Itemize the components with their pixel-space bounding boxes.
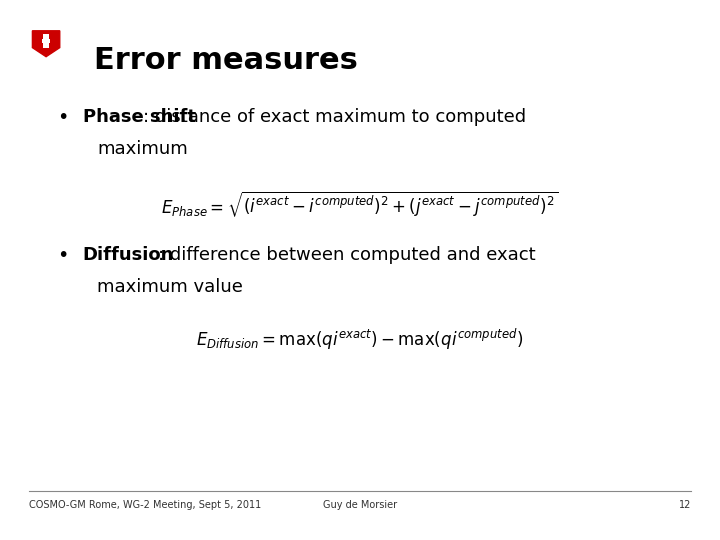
Bar <box>42 39 50 43</box>
Text: Guy de Morsier: Guy de Morsier <box>323 500 397 510</box>
Text: COSMO-GM Rome, WG-2 Meeting, Sept 5, 2011: COSMO-GM Rome, WG-2 Meeting, Sept 5, 201… <box>29 500 261 510</box>
Text: : difference between computed and exact: : difference between computed and exact <box>158 246 535 264</box>
Text: 12: 12 <box>679 500 691 510</box>
Text: maximum value: maximum value <box>97 278 243 296</box>
Bar <box>43 34 49 48</box>
Text: •: • <box>58 246 69 265</box>
Text: Diffusion: Diffusion <box>83 246 174 264</box>
Text: Error measures: Error measures <box>94 46 357 75</box>
Polygon shape <box>32 31 60 57</box>
Text: Phase shift: Phase shift <box>83 108 196 126</box>
Text: $E_{Diffusion} = \max(qi^{exact}) - \max(qi^{computed})$: $E_{Diffusion} = \max(qi^{exact}) - \max… <box>197 327 523 352</box>
Text: $E_{Phase} = \sqrt{(i^{exact} - i^{computed})^2 + (j^{exact} - j^{computed})^2}$: $E_{Phase} = \sqrt{(i^{exact} - i^{compu… <box>161 189 559 219</box>
Text: •: • <box>58 108 69 127</box>
Text: maximum: maximum <box>97 140 188 158</box>
Text: : distance of exact maximum to computed: : distance of exact maximum to computed <box>143 108 526 126</box>
